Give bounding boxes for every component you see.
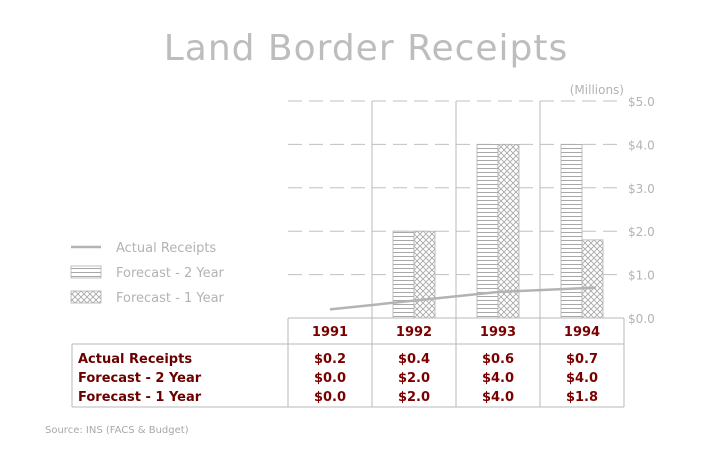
- source-note: Source: INS (FACS & Budget): [45, 425, 189, 436]
- table-row-label: Actual Receipts: [78, 352, 192, 367]
- bar-forecast-1-year-1992: [413, 230, 436, 319]
- table-row-label: Forecast - 1 Year: [78, 390, 202, 405]
- y-tick-label: $2.0: [628, 225, 655, 239]
- table-cell: $0.6: [482, 352, 514, 367]
- table-cell: $0.0: [314, 390, 346, 405]
- bar-forecast-2-year-1992: [392, 230, 415, 319]
- table-header-1992: 1992: [396, 325, 432, 340]
- table-row-label: Forecast - 2 Year: [78, 371, 202, 386]
- table-cell: $4.0: [482, 390, 514, 405]
- table-cell: $4.0: [566, 371, 598, 386]
- table-cell: $0.2: [314, 352, 346, 367]
- y-tick-label: $1.0: [628, 269, 655, 283]
- y-tick-label: $3.0: [628, 182, 655, 196]
- legend-label: Actual Receipts: [116, 241, 216, 256]
- table-cell: $0.7: [566, 352, 598, 367]
- table-header-1994: 1994: [564, 325, 600, 340]
- chart-title: Land Border Receipts: [164, 28, 569, 69]
- table-cell: $0.0: [314, 371, 346, 386]
- y-axis-unit-label: (Millions): [570, 83, 624, 97]
- bar-forecast-1-year-1994: [581, 239, 604, 319]
- table-header-1991: 1991: [312, 325, 348, 340]
- line-actual-receipts: [329, 286, 597, 311]
- bar-forecast-2-year-1994: [560, 143, 583, 319]
- table-cell: $2.0: [398, 390, 430, 405]
- legend-label: Forecast - 1 Year: [116, 291, 225, 306]
- table-cell: $1.8: [566, 390, 598, 405]
- table-cell: $2.0: [398, 371, 430, 386]
- y-tick-label: $5.0: [628, 95, 655, 109]
- table-cell: $0.4: [398, 352, 430, 367]
- table-cell: $4.0: [482, 371, 514, 386]
- y-tick-label: $0.0: [628, 312, 655, 326]
- legend-swatch-forecast-2-year: [70, 265, 102, 279]
- legend-swatch-forecast-1-year: [70, 290, 102, 304]
- legend-label: Forecast - 2 Year: [116, 266, 225, 281]
- table-header-1993: 1993: [480, 325, 516, 340]
- y-tick-label: $4.0: [628, 138, 655, 152]
